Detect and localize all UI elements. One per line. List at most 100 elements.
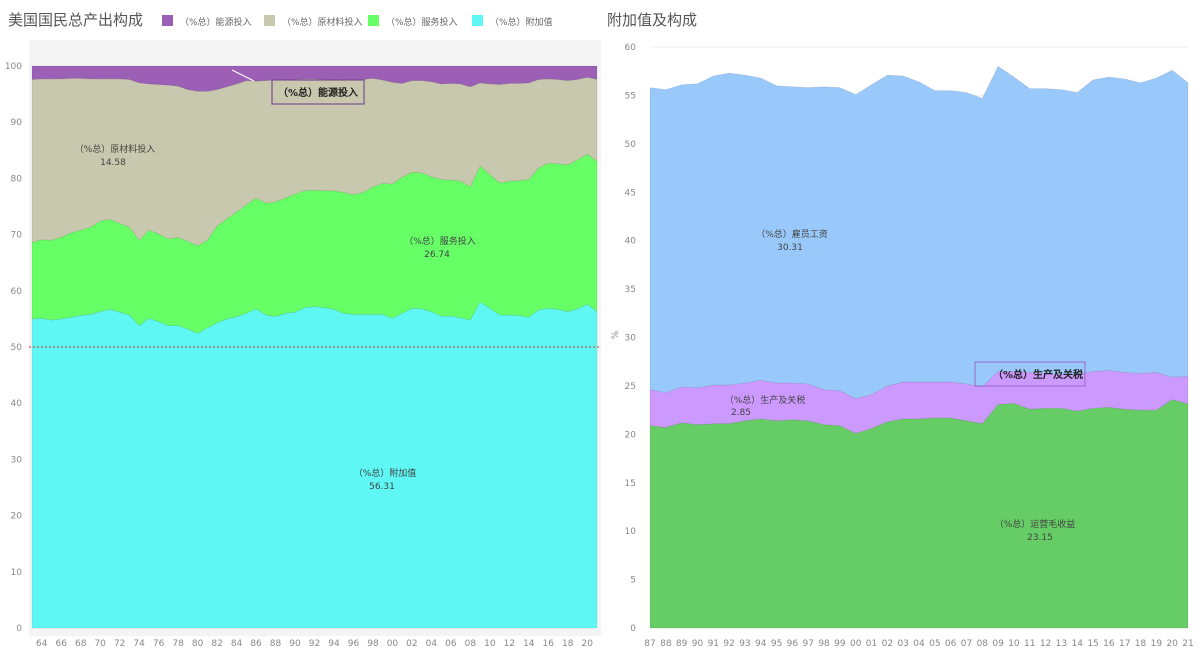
x-tick-label: 98	[367, 639, 379, 649]
y-tick-label: 40	[625, 237, 637, 247]
y-tick-label: 20	[11, 512, 23, 522]
legend-swatch	[162, 15, 173, 26]
raw-materials-label: （%总）原材料投入	[75, 143, 156, 155]
gross-output-chart: 美国国民总产出构成 （%总）能源投入 （%总）原材料投入 （%总）服务投入 （%…	[5, 11, 601, 649]
area-series-0[interactable]	[31, 301, 598, 629]
x-tick-label: 21	[1182, 639, 1193, 649]
y-axis-label: %	[611, 330, 621, 339]
y-tick-label: 35	[625, 285, 636, 295]
area-series-2[interactable]	[649, 65, 1189, 399]
x-tick-label: 84	[231, 639, 243, 649]
x-tick-label: 04	[913, 639, 925, 649]
legend-item-raw-materials[interactable]: （%总）原材料投入	[264, 15, 363, 28]
x-tick-label: 08	[465, 639, 477, 649]
x-tick-label: 64	[36, 639, 48, 649]
legend-swatch	[472, 15, 483, 26]
x-tick-label: 00	[850, 639, 862, 649]
x-tick-label: 16	[1103, 639, 1115, 649]
x-tick-label: 76	[153, 639, 165, 649]
legend-swatch	[368, 15, 379, 26]
x-tick-label: 02	[882, 639, 893, 649]
y-tick-label: 50	[11, 343, 23, 353]
energy-annotation: （%总）能源投入	[231, 69, 365, 105]
services-label: （%总）服务投入	[404, 235, 476, 247]
raw-materials-value: 14.58	[100, 158, 126, 168]
y-tick-label: 60	[11, 287, 23, 297]
x-tick-label: 04	[426, 639, 438, 649]
x-tick-label: 06	[445, 639, 457, 649]
legend-item-value-added[interactable]: （%总）附加值	[472, 15, 553, 28]
x-tick-label: 20	[1166, 639, 1178, 649]
operating-surplus-label: （%总）运营毛收益	[995, 518, 1076, 530]
x-tick-label: 06	[945, 639, 957, 649]
x-tick-label: 20	[582, 639, 594, 649]
annotation-leader	[231, 69, 255, 82]
x-tick-label: 14	[523, 639, 535, 649]
x-tick-label: 99	[834, 639, 846, 649]
x-tick-label: 93	[739, 639, 750, 649]
legend: （%总）能源投入 （%总）原材料投入 （%总）服务投入 （%总）附加值	[162, 15, 553, 28]
y-tick-label: 25	[625, 382, 636, 392]
area-series-1[interactable]	[31, 153, 598, 334]
x-tick-label: 90	[289, 639, 301, 649]
wages-value: 30.31	[777, 243, 803, 253]
x-tick-label: 03	[897, 639, 908, 649]
annotation-text: （%总）生产及关税	[993, 368, 1083, 381]
x-tick-label: 09	[992, 639, 1004, 649]
x-tick-label: 98	[818, 639, 830, 649]
y-tick-label: 70	[11, 231, 23, 241]
x-tick-label: 97	[803, 639, 814, 649]
x-tick-label: 66	[55, 639, 67, 649]
x-tick-label: 05	[929, 639, 940, 649]
x-tick-label: 02	[406, 639, 417, 649]
y-tick-label: 0	[630, 624, 636, 634]
x-tick-label: 91	[708, 639, 719, 649]
y-tick-label: 100	[5, 62, 22, 72]
y-tick-label: 15	[625, 479, 636, 489]
x-tick-label: 88	[270, 639, 282, 649]
x-tick-label: 15	[1087, 639, 1098, 649]
area-series-0[interactable]	[649, 399, 1189, 629]
wages-label: （%总）雇员工资	[756, 228, 828, 240]
x-tick-label: 88	[660, 639, 672, 649]
legend-item-services[interactable]: （%总）服务投入	[368, 15, 458, 28]
y-tick-label: 40	[11, 399, 23, 409]
x-tick-label: 19	[1151, 639, 1163, 649]
y-tick-label: 30	[11, 455, 23, 465]
y-tick-label: 50	[625, 140, 637, 150]
area-series-2[interactable]	[31, 76, 598, 247]
legend-label: （%总）能源投入	[180, 16, 252, 28]
legend-item-energy[interactable]: （%总）能源投入	[162, 15, 252, 28]
taxes-value: 2.85	[731, 408, 751, 418]
legend-label: （%总）原材料投入	[282, 16, 363, 28]
y-tick-label: 60	[625, 43, 637, 53]
taxes-annotation: （%总）生产及关税	[974, 361, 1086, 387]
x-tick-label: 80	[192, 639, 204, 649]
y-tick-label: 20	[625, 430, 637, 440]
y-tick-label: 10	[11, 568, 23, 578]
x-tick-label: 17	[1119, 639, 1130, 649]
x-tick-label: 13	[1056, 639, 1067, 649]
x-tick-label: 70	[94, 639, 106, 649]
x-tick-label: 94	[328, 639, 340, 649]
value-added-value: 56.31	[369, 482, 395, 492]
value-added-label: （%总）附加值	[354, 467, 417, 479]
services-value: 26.74	[424, 250, 450, 260]
x-tick-label: 16	[543, 639, 555, 649]
x-tick-label: 08	[977, 639, 989, 649]
area-layers	[31, 65, 598, 629]
x-tick-label: 86	[250, 639, 262, 649]
area-layers	[649, 65, 1189, 629]
y-tick-label: 80	[11, 174, 23, 184]
y-tick-label: 90	[11, 118, 23, 128]
x-tick-label: 95	[771, 639, 782, 649]
x-tick-label: 07	[961, 639, 972, 649]
area-series-3[interactable]	[31, 65, 598, 92]
legend-label: （%总）服务投入	[386, 16, 458, 28]
x-tick-label: 68	[75, 639, 87, 649]
y-tick-label: 30	[625, 334, 637, 344]
y-tick-label: 10	[625, 527, 637, 537]
